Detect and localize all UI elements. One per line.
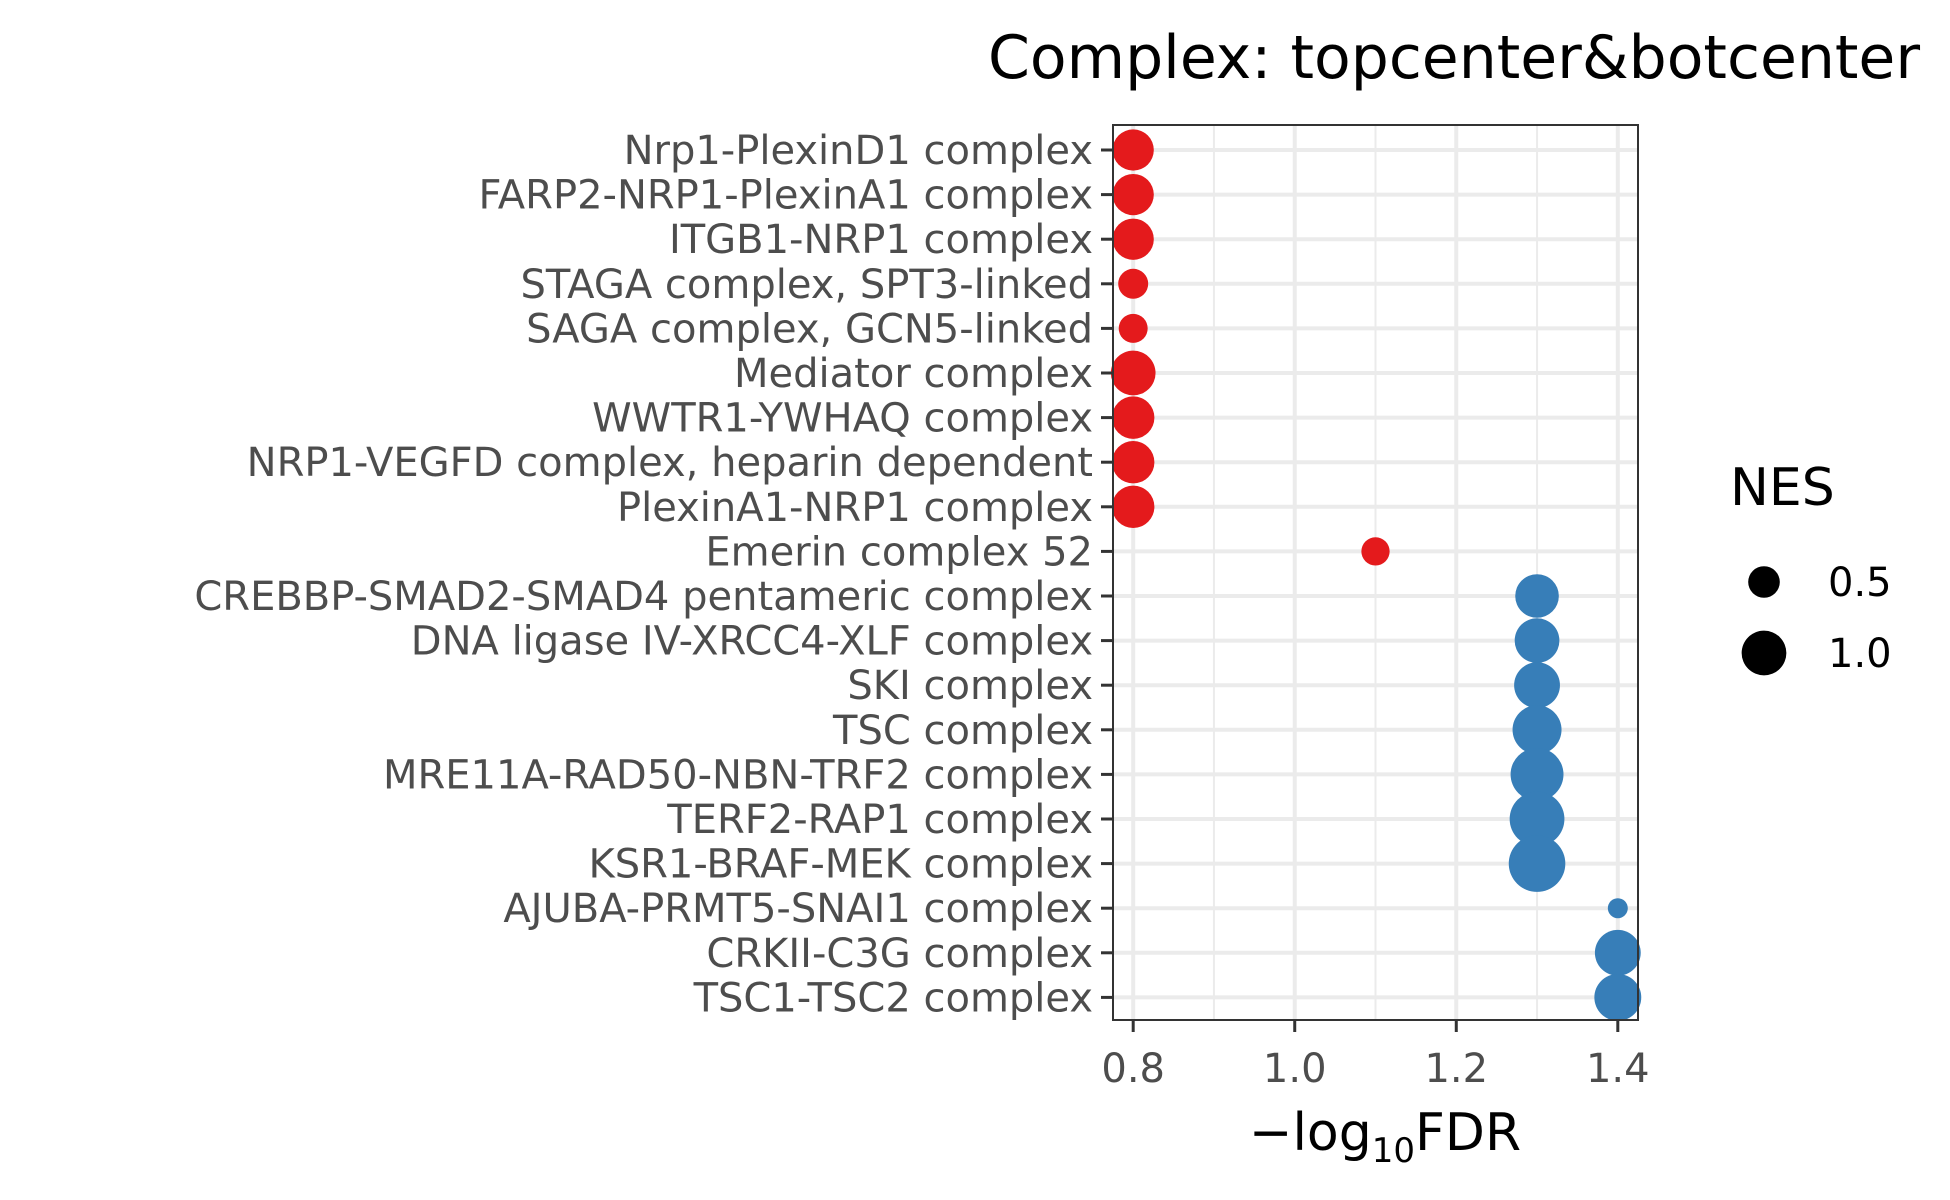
y-tick-label: CRKII-C3G complex — [706, 931, 1093, 977]
data-point — [1514, 618, 1560, 663]
y-tick-label: STAGA complex, SPT3-linked — [520, 262, 1093, 308]
y-tick-label: NRP1-VEGFD complex, heparin dependent — [247, 440, 1093, 486]
data-point — [1110, 350, 1156, 396]
y-tick-label: DNA ligase IV-XRCC4-XLF complex — [411, 619, 1093, 665]
data-point — [1607, 898, 1628, 919]
data-point — [1594, 973, 1642, 1021]
x-tick-label: 1.2 — [1424, 1046, 1488, 1092]
y-axis: Nrp1-PlexinD1 complexFARP2-NRP1-PlexinA1… — [194, 128, 1113, 1021]
y-tick-label: Mediator complex — [734, 351, 1093, 397]
y-tick-label: SKI complex — [847, 663, 1093, 709]
y-tick-label: MRE11A-RAD50-NBN-TRF2 complex — [383, 752, 1093, 798]
y-tick-label: FARP2-NRP1-PlexinA1 complex — [478, 173, 1093, 219]
y-tick-label: CREBBP-SMAD2-SMAD4 pentameric complex — [194, 574, 1093, 620]
data-point — [1512, 705, 1562, 755]
data-point — [1514, 662, 1560, 709]
y-tick-label: Emerin complex 52 — [705, 529, 1093, 575]
legend-label: 0.5 — [1828, 560, 1892, 606]
data-point — [1118, 268, 1149, 299]
x-axis-label-prefix: −log — [1249, 1103, 1372, 1163]
y-tick-label: TERF2-RAP1 complex — [666, 797, 1093, 843]
legend: NES 0.5 1.0 — [1730, 458, 1892, 677]
data-point — [1510, 747, 1564, 801]
data-point — [1111, 396, 1155, 439]
y-tick-label: AJUBA-PRMT5-SNAI1 complex — [503, 886, 1093, 932]
data-point — [1111, 485, 1155, 529]
legend-key — [1741, 630, 1787, 676]
legend-title: NES — [1730, 458, 1835, 518]
x-tick-label: 1.0 — [1263, 1046, 1327, 1092]
y-tick-label: TSC complex — [832, 708, 1093, 754]
x-axis-label: −log10FDR — [1249, 1103, 1521, 1171]
y-tick-label: Nrp1-PlexinD1 complex — [624, 128, 1093, 174]
chart-title: Complex: topcenter&botcenter — [988, 23, 1920, 93]
data-point — [1361, 537, 1390, 566]
y-tick-label: KSR1-BRAF-MEK complex — [588, 842, 1093, 888]
data-point — [1112, 173, 1154, 216]
x-tick-label: 0.8 — [1101, 1046, 1165, 1092]
y-tick-label: WWTR1-YWHAQ complex — [592, 396, 1093, 442]
x-tick-label: 1.4 — [1586, 1046, 1650, 1092]
x-axis-label-suffix: FDR — [1415, 1103, 1521, 1163]
data-point — [1112, 129, 1154, 171]
y-tick-label: SAGA complex, GCN5-linked — [526, 306, 1093, 352]
data-point — [1508, 835, 1566, 892]
y-tick-label: PlexinA1-NRP1 complex — [617, 485, 1093, 531]
legend-key — [1748, 566, 1780, 598]
data-point — [1515, 574, 1559, 618]
data-point — [1594, 929, 1641, 976]
data-point — [1112, 218, 1154, 260]
x-axis-label-subscript: 10 — [1372, 1131, 1415, 1171]
legend-label: 1.0 — [1828, 631, 1892, 677]
y-tick-label: TSC1-TSC2 complex — [693, 975, 1093, 1021]
data-points — [1110, 129, 1642, 1021]
data-point — [1111, 440, 1155, 484]
y-tick-label: ITGB1-NRP1 complex — [669, 217, 1093, 263]
data-point — [1509, 791, 1565, 847]
x-axis: 0.8 1.0 1.2 1.4 — [1101, 1020, 1650, 1092]
plot-border — [1112, 124, 1639, 1021]
legend-entries: 0.5 1.0 — [1741, 560, 1892, 677]
data-point — [1118, 313, 1148, 343]
